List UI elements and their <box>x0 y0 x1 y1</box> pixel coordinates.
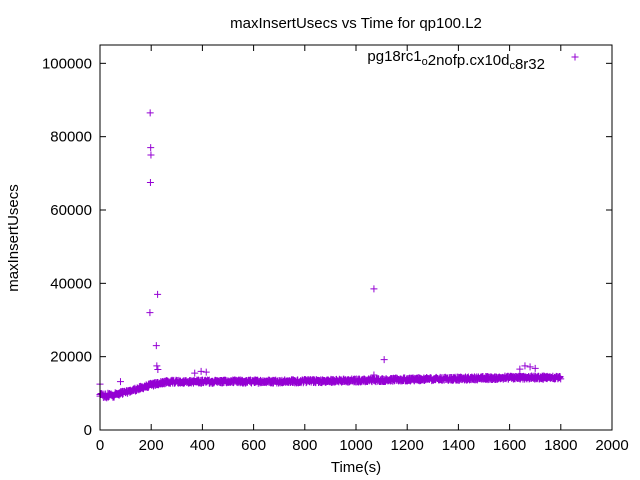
data-points-layer <box>96 109 565 402</box>
x-tick-label: 800 <box>292 437 317 454</box>
data-point-outlier <box>380 356 388 364</box>
x-tick-label: 400 <box>190 437 215 454</box>
x-tick-label: 1000 <box>339 437 372 454</box>
data-point-outlier <box>146 179 154 186</box>
x-tick-label: 2000 <box>595 437 628 454</box>
x-axis: 0 200 400 600 800 1000 1200 1400 1600 1800 2000 <box>96 45 629 454</box>
data-point-outlier <box>147 144 155 152</box>
x-tick-label: 1200 <box>391 437 424 454</box>
x-tick-label: 1400 <box>442 437 475 454</box>
x-tick-label: 1600 <box>493 437 526 454</box>
data-point-outlier <box>202 368 210 376</box>
y-tick-label: 100000 <box>42 55 92 72</box>
x-axis-label: Time(s) <box>331 459 381 476</box>
y-tick-label: 40000 <box>50 275 92 292</box>
legend-plus-marker <box>571 53 579 61</box>
x-tick-label: 1800 <box>544 437 577 454</box>
data-point <box>557 375 565 383</box>
data-point-outlier <box>152 342 160 350</box>
data-point-outlier <box>521 362 529 370</box>
data-point-outlier <box>154 290 162 298</box>
legend-text-part: pg18rc1 <box>367 48 421 65</box>
chart-title: maxInsertUsecs vs Time for qp100.L2 <box>230 15 482 32</box>
y-axis: 0 20000 40000 60000 80000 100000 <box>42 55 612 439</box>
data-point-outlier <box>153 362 161 370</box>
legend: pg18rc1o2nofp.cx10dc8r32 <box>367 48 579 73</box>
data-point-outlier <box>154 366 162 373</box>
x-tick-label: 600 <box>241 437 266 454</box>
data-point-outlier <box>146 309 154 317</box>
data-point <box>556 374 564 382</box>
y-axis-label: maxInsertUsecs <box>5 184 22 292</box>
legend-label: pg18rc1o2nofp.cx10dc8r32 <box>367 48 545 73</box>
y-tick-label: 80000 <box>50 129 92 146</box>
data-point-outlier <box>516 365 524 373</box>
x-tick-label: 0 <box>96 437 104 454</box>
data-point-outlier <box>370 371 378 379</box>
x-tick-label: 200 <box>139 437 164 454</box>
data-point-outlier <box>116 378 124 386</box>
legend-text-part: 8r32 <box>515 56 545 73</box>
legend-text-part: 2nofp.cx10d <box>428 52 510 69</box>
data-point-outlier <box>191 369 199 377</box>
data-point-outlier <box>531 364 539 372</box>
y-tick-label: 60000 <box>50 202 92 219</box>
data-point-outlier <box>147 151 155 159</box>
legend-subscript: o <box>422 56 428 68</box>
data-point-outlier <box>370 285 378 293</box>
y-tick-label: 0 <box>84 422 92 439</box>
data-point-outlier <box>146 109 154 117</box>
data-point-outlier <box>197 367 205 375</box>
legend-subscript: c <box>509 60 515 72</box>
legend-marker <box>571 53 579 61</box>
y-tick-label: 20000 <box>50 349 92 366</box>
data-point-outlier <box>526 363 534 371</box>
